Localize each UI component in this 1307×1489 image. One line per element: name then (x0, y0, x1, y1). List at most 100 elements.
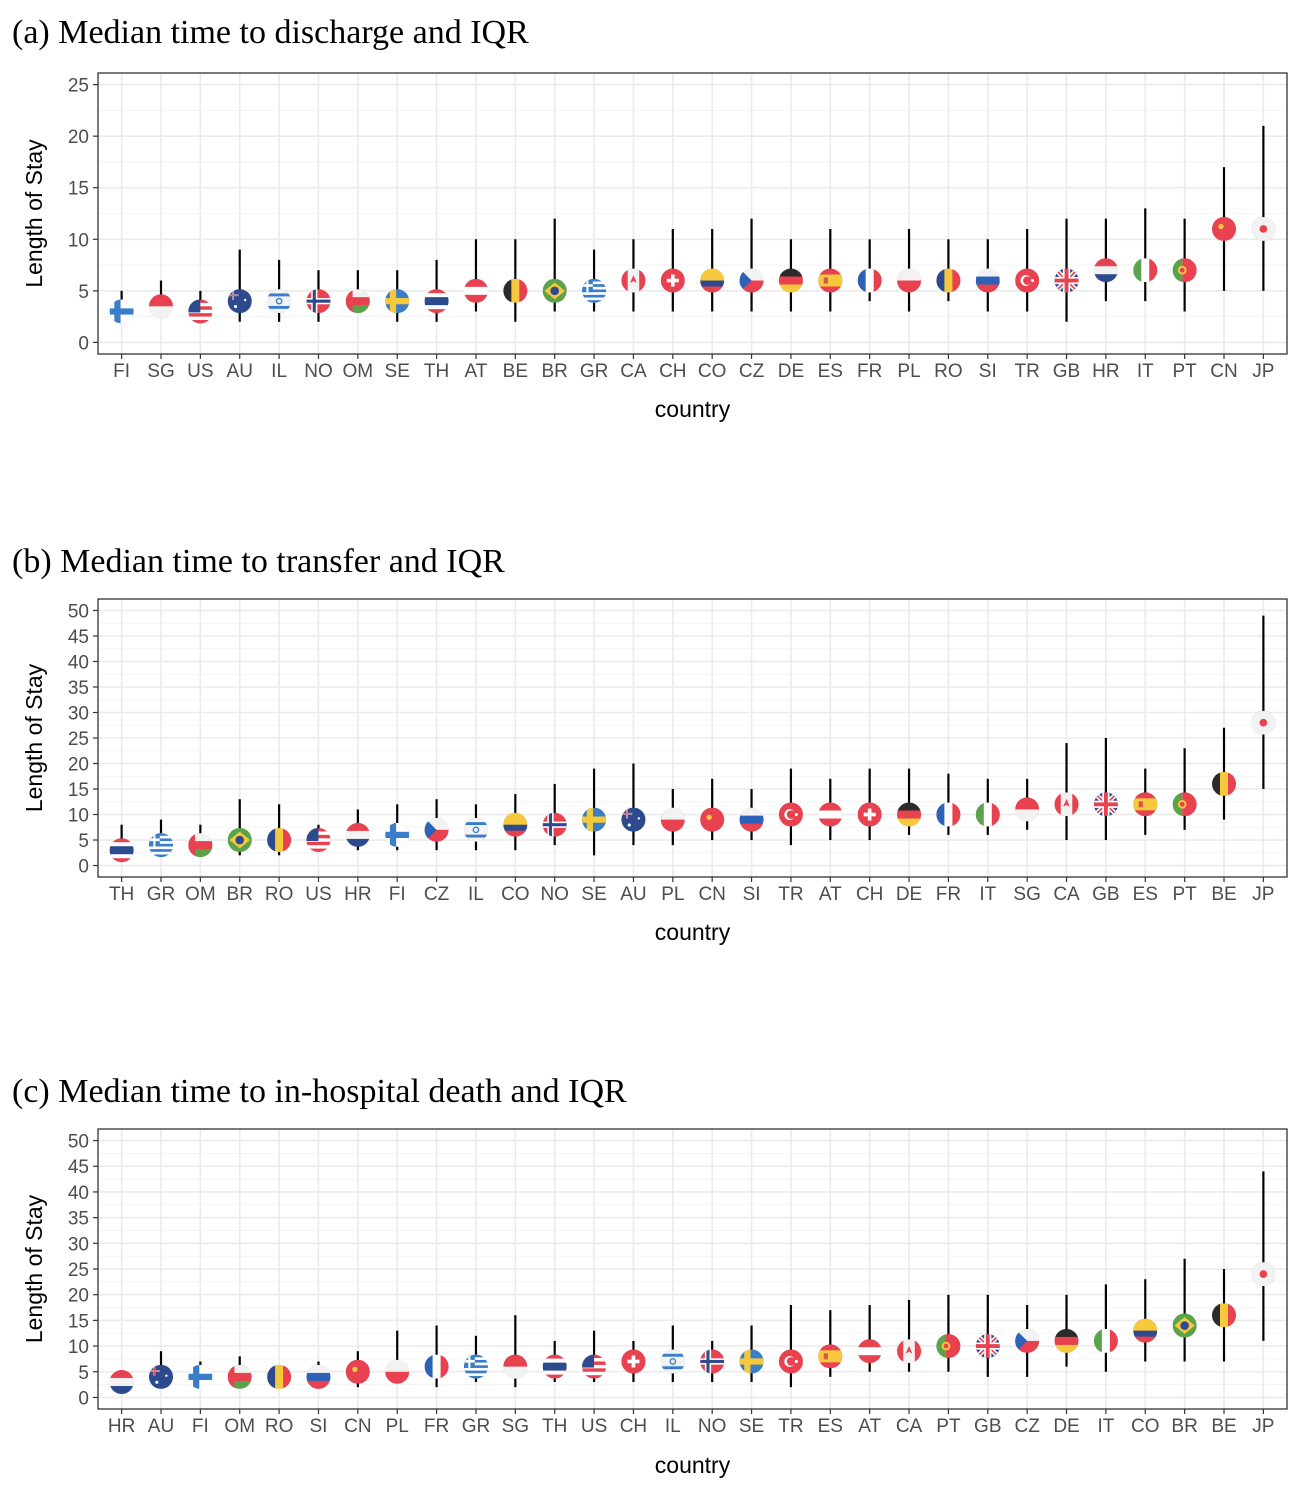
x-tick-label: PL (661, 884, 684, 905)
flag-marker-hr (345, 822, 371, 848)
data-point-th (424, 259, 449, 322)
flag-marker-fi (188, 1364, 213, 1390)
x-tick-label: US (305, 884, 331, 905)
flag-marker-hr (1093, 257, 1119, 283)
flag-marker-cz (424, 817, 449, 843)
flag-marker-no (699, 1349, 725, 1374)
data-point-hr (1093, 218, 1119, 302)
data-point-no (699, 1340, 725, 1383)
data-point-tr (1014, 228, 1040, 312)
x-tick-label: PT (1172, 884, 1197, 905)
y-tick-label: 45 (68, 627, 89, 648)
data-point-cz (739, 218, 764, 312)
flag-marker-co (1132, 1318, 1158, 1343)
flag-marker-au (148, 1364, 174, 1390)
flag-marker-pt (1172, 257, 1197, 283)
x-tick-label: ES (818, 1416, 843, 1437)
data-point-jp (1251, 615, 1276, 790)
data-point-om (227, 1356, 253, 1390)
panel-a-title: (a) Median time to discharge and IQR (12, 14, 529, 51)
data-point-es (817, 1310, 843, 1377)
data-point-si (739, 789, 764, 841)
flag-marker-il (266, 288, 292, 314)
data-point-om (188, 824, 213, 858)
flag-marker-it (975, 802, 1001, 827)
flag-marker-sg (148, 294, 174, 319)
data-point-co (1132, 1279, 1158, 1362)
x-tick-label: NO (304, 361, 333, 382)
x-tick-label: IL (468, 884, 484, 905)
x-tick-label: ES (818, 361, 843, 382)
y-tick-label: 30 (68, 703, 89, 724)
data-point-ch (857, 768, 882, 841)
data-point-be (1211, 1269, 1237, 1362)
data-point-no (306, 270, 331, 322)
data-point-fi (188, 1361, 213, 1390)
x-tick-label: CH (659, 361, 686, 382)
flag-marker-jp (1251, 216, 1276, 242)
flag-marker-es (817, 268, 843, 293)
flag-marker-pt (1172, 792, 1197, 817)
data-point-fi (109, 290, 134, 324)
data-point-de (1054, 1294, 1079, 1367)
flag-marker-pt (936, 1333, 961, 1359)
y-tick-label: 25 (68, 729, 89, 750)
flag-marker-cz (1014, 1328, 1040, 1354)
flag-marker-de (896, 802, 922, 827)
flag-marker-it (1093, 1328, 1119, 1354)
data-point-br (227, 799, 253, 856)
x-tick-label: PT (936, 1416, 961, 1437)
flag-marker-co (503, 812, 528, 838)
x-tick-label: BR (541, 361, 567, 382)
data-point-ro (266, 1364, 292, 1390)
flag-marker-ch (621, 1349, 646, 1374)
x-tick-label: SE (385, 361, 410, 382)
data-point-au (621, 763, 646, 846)
data-point-cz (424, 799, 449, 851)
data-point-fr (424, 1325, 449, 1388)
flag-marker-th (542, 1354, 568, 1379)
x-axis-title: country (655, 919, 731, 945)
x-tick-label: GB (974, 1416, 1001, 1437)
x-tick-label: SI (979, 361, 997, 382)
y-tick-label: 35 (68, 678, 89, 699)
flag-marker-ro (936, 268, 961, 293)
data-point-jp (1251, 1171, 1276, 1341)
y-axis-title: Length of Stay (21, 663, 47, 812)
x-tick-label: CO (698, 361, 727, 382)
x-tick-label: FI (113, 361, 130, 382)
x-tick-label: TR (778, 884, 803, 905)
flag-marker-ca (896, 1338, 922, 1364)
x-tick-label: JP (1252, 1416, 1274, 1437)
flag-marker-fr (424, 1354, 449, 1379)
x-tick-label: IT (1137, 361, 1154, 382)
flag-marker-gr (148, 832, 174, 858)
x-tick-label: ES (1133, 884, 1158, 905)
data-point-sg (148, 280, 174, 319)
y-tick-label: 40 (68, 1183, 89, 1204)
flag-marker-fr (857, 268, 882, 293)
data-point-pl (660, 789, 686, 846)
data-point-si (306, 1361, 331, 1390)
flag-marker-es (1132, 792, 1158, 817)
x-tick-label: BE (1211, 1416, 1236, 1437)
data-point-pt (1172, 748, 1197, 830)
flag-marker-tr (1014, 268, 1040, 293)
x-tick-label: PL (386, 1416, 409, 1437)
x-tick-label: JP (1252, 884, 1274, 905)
x-tick-label: SG (502, 1416, 529, 1437)
y-tick-label: 10 (68, 230, 89, 251)
x-tick-label: AT (858, 1416, 881, 1437)
data-point-it (1093, 1284, 1119, 1372)
flag-marker-no (306, 288, 331, 314)
data-point-au (227, 249, 253, 322)
data-point-pt (936, 1294, 961, 1372)
y-tick-label: 50 (68, 1132, 89, 1153)
flag-marker-jp (1251, 710, 1276, 735)
x-tick-label: CZ (1014, 1416, 1040, 1437)
data-point-be (1211, 727, 1237, 820)
x-tick-label: CO (501, 884, 530, 905)
flag-marker-ca (1054, 792, 1079, 817)
flag-marker-si (975, 268, 1001, 293)
